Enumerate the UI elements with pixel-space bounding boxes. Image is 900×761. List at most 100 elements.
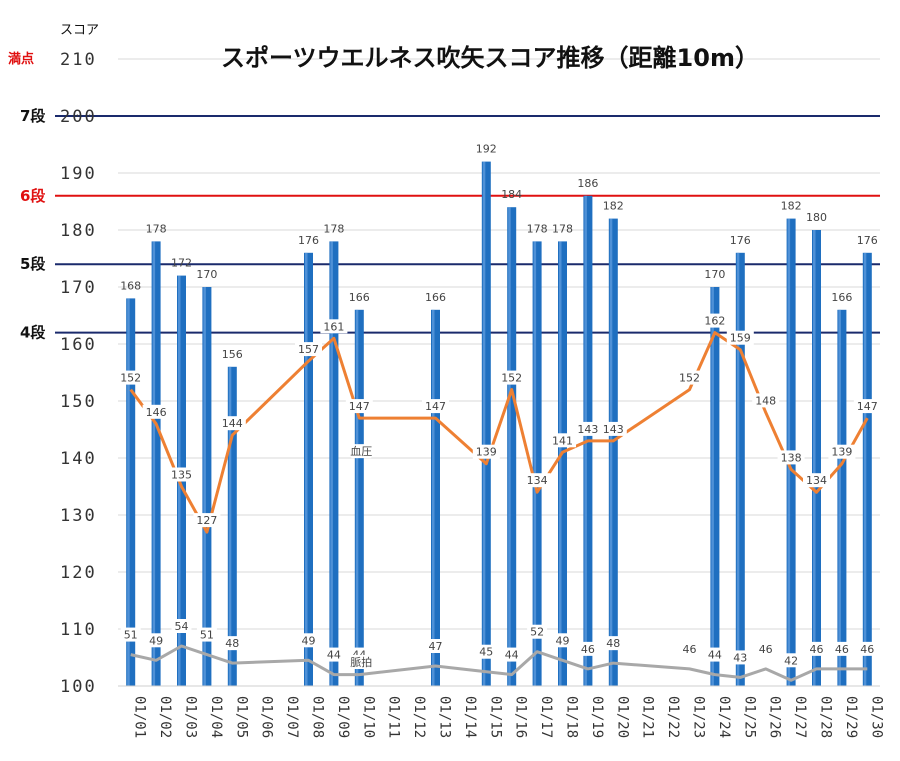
y-tick-label: 190 [60,164,97,184]
bp-data-label-bg [523,473,551,488]
x-tick-label: 01/17 [538,696,554,738]
score-bar [227,366,237,686]
pulse-data-label: 46 [759,643,773,656]
bp-data-label-bg [218,416,246,431]
pulse-data-label-bg [120,627,141,642]
score-data-label: 170 [704,268,725,281]
x-tick-label: 01/30 [868,696,884,738]
x-tick-label: 01/15 [487,696,503,738]
x-tick-label: 01/25 [741,696,757,738]
pulse-data-label-bg [501,647,522,662]
score-bar-highlight [813,230,816,686]
bp-data-label-bg [777,450,805,465]
score-bar-highlight [533,241,537,686]
pulse-data-label-bg [323,647,344,662]
score-bar [710,287,720,686]
bp-data-label-bg [599,421,627,436]
bp-data-label: 147 [349,400,370,413]
score-data-label: 166 [425,291,446,304]
axes: 100 110 120 130 140 150 160 170 180 190 200 210 01/0… [60,50,884,738]
x-tick-label: 01/14 [462,696,478,738]
y-tick-label: 180 [60,221,97,241]
bp-data-label: 127 [196,514,217,527]
bp-data-label-bg [549,433,576,448]
chart-title: スポーツウエルネス吹矢スコア推移（距離10m） [221,44,759,72]
bp-data-label: 162 [704,315,725,328]
score-data-label: 186 [577,177,598,190]
bp-data-label: 152 [120,372,141,385]
y-tick-label: 210 [60,50,97,70]
pulse-data-label: 44 [708,649,722,662]
pulse-data-label-bg [552,633,573,648]
pulse-data-label: 52 [530,626,544,639]
y-tick-label: 170 [60,278,97,298]
full-score-label: 満点 [8,51,34,67]
bp-data-label-bg [676,370,703,385]
score-bar-highlight [838,309,841,686]
bp-data-label-bg [168,467,195,482]
pulse-data-label: 48 [225,637,239,650]
pulse-data-label-bg [806,641,827,656]
reference-line-label: 6段 [20,187,45,205]
y-tick-label: 130 [60,506,97,526]
score-data-label: 176 [730,234,751,247]
pulse-data-label-bg [831,641,852,656]
bp-data-label-bg [142,404,170,419]
data-labels: 168 178 172 170 156 176 178 166 166 192 184 178 178 1… [117,143,881,669]
bp-data-label: 139 [831,446,852,459]
bp-data-label-bg [295,342,322,357]
bp-data-label: 147 [425,400,446,413]
pulse-data-label-bg [577,641,598,656]
score-bar [532,241,542,686]
score-data-label: 178 [527,222,548,235]
bp-data-label-bg [574,421,602,436]
pulse-data-label: 49 [149,634,163,647]
pulse-data-label: 51 [124,629,138,642]
score-bar-highlight [736,252,740,687]
score-data-label: 176 [857,234,878,247]
pulse-data-label: 54 [175,620,189,633]
score-bar [735,252,745,687]
score-data-label: 156 [222,348,243,361]
pulse-data-label: 43 [733,651,747,664]
score-bar-highlight [863,252,867,687]
score-data-label: 182 [781,200,802,213]
x-tick-label: 01/27 [792,696,808,738]
pulse-data-label-bg [781,653,802,668]
pulse-line [130,644,868,682]
y-tick-label: 110 [60,620,97,640]
score-bar [812,230,821,686]
score-bar-highlight [508,207,511,686]
line-series [129,331,869,682]
y-axis-label: スコア [60,23,99,38]
pulse-series-name: 脈拍 [350,655,372,669]
x-tick-label: 01/18 [564,696,580,738]
bp-data-label-bg [498,370,526,385]
x-tick-label: 01/07 [284,696,300,738]
pulse-data-label: 46 [810,643,824,656]
reference-line-label: 7段 [20,107,45,125]
pulse-data-label-bg [298,633,319,648]
score-data-label: 170 [196,268,217,281]
bp-data-label: 161 [323,320,344,333]
x-tick-label: 01/03 [183,696,199,738]
x-tick-label: 01/19 [589,696,605,738]
bp-data-label-bg [193,513,221,528]
x-tick-label: 01/28 [818,696,834,738]
reference-line-label: 5段 [20,255,45,273]
score-bar [837,309,847,686]
score-data-label: 166 [349,291,370,304]
x-tick-label: 01/11 [386,696,402,738]
x-tick-label: 01/23 [691,696,707,738]
bp-series-name: 血圧 [350,444,372,458]
x-tick-label: 01/29 [843,696,859,738]
score-data-label: 178 [146,222,167,235]
score-bar-highlight [305,252,308,687]
pulse-data-label-bg [146,633,167,648]
score-bar [329,241,339,686]
score-bar [481,161,491,687]
bp-data-label-bg [726,330,754,345]
bp-data-label: 138 [781,451,802,464]
bp-data-label: 147 [857,400,878,413]
score-bar-highlight [609,218,613,686]
